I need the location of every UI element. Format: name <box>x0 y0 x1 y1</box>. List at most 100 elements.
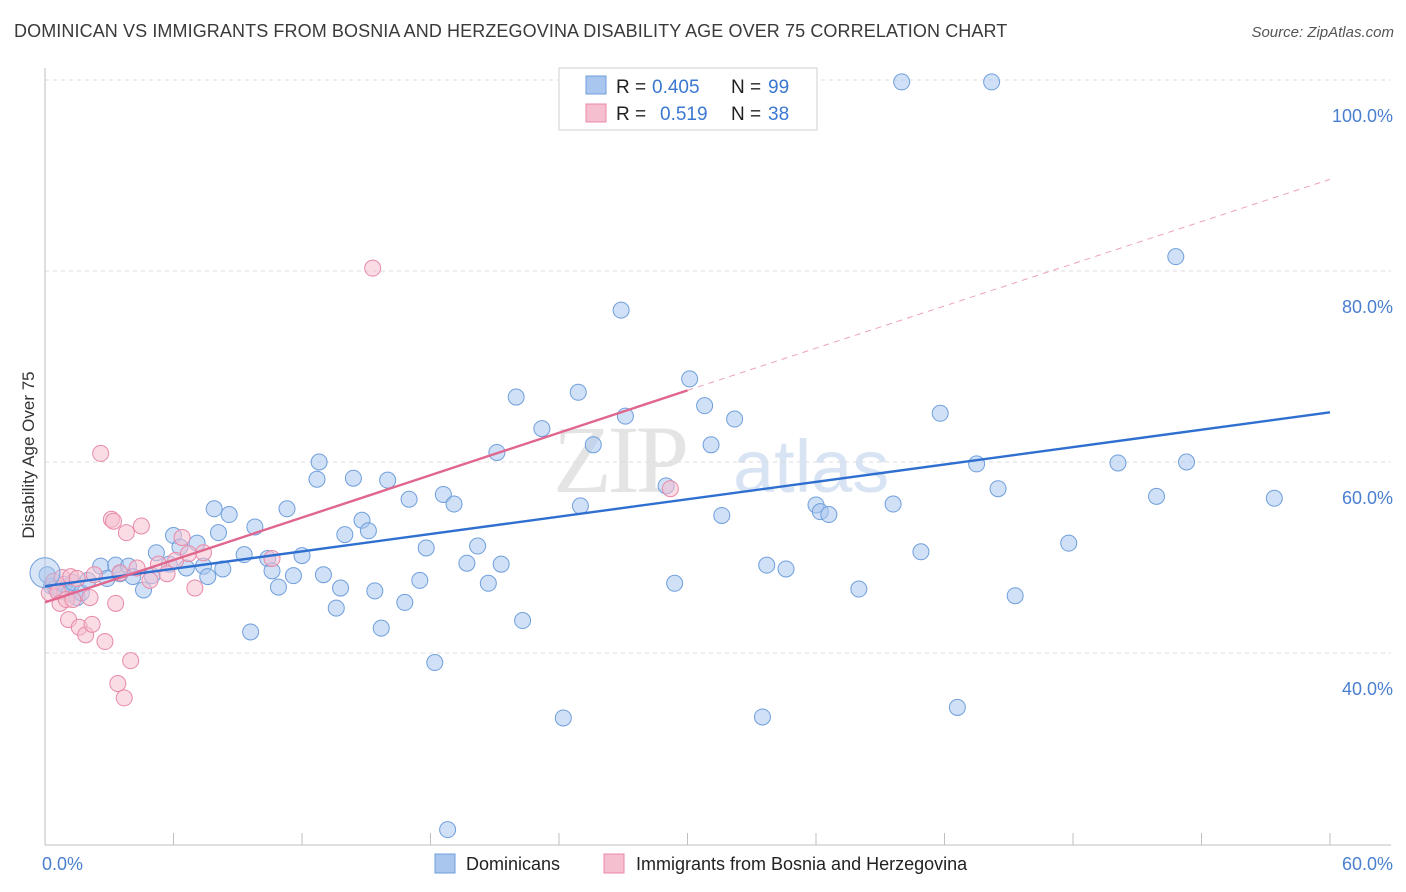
bosnia-point <box>81 589 99 607</box>
dominicans-point <box>269 578 287 596</box>
dominicans-point <box>983 73 1001 91</box>
dominicans-point <box>220 506 238 524</box>
dominicans-point <box>912 543 930 561</box>
dominicans-point <box>400 490 418 508</box>
dominicans-point <box>396 593 414 611</box>
dominicans-point <box>434 485 452 503</box>
dominicans-point <box>713 506 731 524</box>
source-label: Source: ZipAtlas.com <box>1251 24 1394 41</box>
dominicans-point <box>1006 587 1024 605</box>
dominicans-point <box>1109 454 1127 472</box>
gridlines <box>45 79 1391 654</box>
dominicans-point <box>445 495 463 513</box>
x-tick-label: 60.0% <box>1342 854 1393 874</box>
dominicans-point <box>777 560 795 578</box>
dominicans-point <box>344 469 362 487</box>
dominicans-point <box>1265 489 1283 507</box>
x-ticks <box>44 833 1331 845</box>
dominicans-point <box>584 436 602 454</box>
dominicans-point <box>666 574 684 592</box>
dominicans-point <box>893 73 911 91</box>
legend-r-value-2: 0.519 <box>660 104 708 125</box>
dominicans-point <box>278 500 296 518</box>
dominicans-point <box>571 497 589 515</box>
y-tick-labels: 40.0% 60.0% 80.0% 100.0% <box>1332 106 1393 699</box>
legend-n-value-2: 38 <box>768 104 789 125</box>
bosnia-point <box>364 259 382 277</box>
bosnia-point <box>173 528 191 546</box>
legend-n-label-2: N = <box>731 104 761 125</box>
legend-n-value-1: 99 <box>768 77 789 98</box>
dominicans-point <box>753 708 771 726</box>
y-axis-label: Disability Age Over 75 <box>19 371 38 538</box>
x-tick-label: 0.0% <box>42 854 83 874</box>
bosnia-point <box>96 633 114 651</box>
chart-title: DOMINICAN VS IMMIGRANTS FROM BOSNIA AND … <box>14 21 1008 41</box>
y-tick-label: 60.0% <box>1342 488 1393 508</box>
dominicans-point <box>696 397 714 415</box>
bosnia-point <box>92 444 110 462</box>
dominicans-point <box>726 410 744 428</box>
y-tick-label: 100.0% <box>1332 106 1393 126</box>
x-tick-labels: 0.0% 60.0% <box>42 854 1393 874</box>
dominicans-point <box>820 506 838 524</box>
dominicans-trend-line <box>44 411 1331 588</box>
trend-lines <box>44 178 1331 604</box>
dominicans-point <box>931 404 949 422</box>
dominicans-point <box>948 698 966 716</box>
legend-swatch-blue <box>585 75 607 95</box>
dominicans-point <box>612 301 630 319</box>
dominicans-point <box>314 566 332 584</box>
dominicans-point <box>372 619 390 637</box>
dominicans-point <box>327 599 345 617</box>
bottom-legend-label-dominicans: Dominicans <box>466 854 560 874</box>
bosnia-point <box>115 689 133 707</box>
dominicans-point <box>507 388 525 406</box>
dominicans-point <box>336 526 354 544</box>
dominicans-point <box>417 539 435 557</box>
dominicans-point <box>205 500 223 518</box>
dominicans-point <box>199 568 217 586</box>
dominicans-point <box>758 556 776 574</box>
dominicans-point <box>1148 487 1166 505</box>
dominicans-point <box>469 537 487 555</box>
dominicans-point <box>209 524 227 542</box>
dominicans-point <box>359 522 377 540</box>
bottom-legend-label-bosnia: Immigrants from Bosnia and Herzegovina <box>636 854 968 874</box>
dominicans-point <box>514 612 532 630</box>
legend-swatch-pink <box>585 103 607 123</box>
dominicans-point <box>569 383 587 401</box>
dominicans-point <box>681 370 699 388</box>
dominicans-point <box>366 582 384 600</box>
dominicans-point <box>458 554 476 572</box>
bottom-legend-swatch-blue <box>434 853 456 874</box>
y-tick-label: 80.0% <box>1342 297 1393 317</box>
bosnia-point <box>68 570 86 588</box>
dominicans-point <box>308 470 326 488</box>
legend-r-value-1: 0.405 <box>652 77 700 98</box>
bosnia-point <box>263 549 281 567</box>
dominicans-point <box>310 453 328 471</box>
legend-r-label-2: R = <box>616 104 646 125</box>
dominicans-point <box>554 709 572 727</box>
dominicans-point <box>242 623 260 641</box>
dominicans-point <box>1178 453 1196 471</box>
bosnia-point <box>117 524 135 542</box>
dominicans-point <box>989 480 1007 498</box>
dominicans-point <box>439 821 457 839</box>
dominicans-point <box>411 571 429 589</box>
legend-r-label-1: R = <box>616 77 646 98</box>
bosnia-point <box>122 652 140 670</box>
top-legend: R = 0.405 N = 99 R = 0.519 N = 38 <box>558 67 818 131</box>
dominicans-point <box>492 555 510 573</box>
y-tick-label: 40.0% <box>1342 679 1393 699</box>
dominicans-point <box>1060 534 1078 552</box>
dominicans-point <box>533 420 551 438</box>
dominicans-point <box>702 436 720 454</box>
bosnia-point <box>105 512 123 530</box>
bosnia-point <box>109 675 127 693</box>
watermark-atlas: atlas <box>733 425 889 508</box>
bosnia-trend-line <box>44 389 688 604</box>
dominicans-point <box>332 579 350 597</box>
bosnia-point <box>186 579 204 597</box>
